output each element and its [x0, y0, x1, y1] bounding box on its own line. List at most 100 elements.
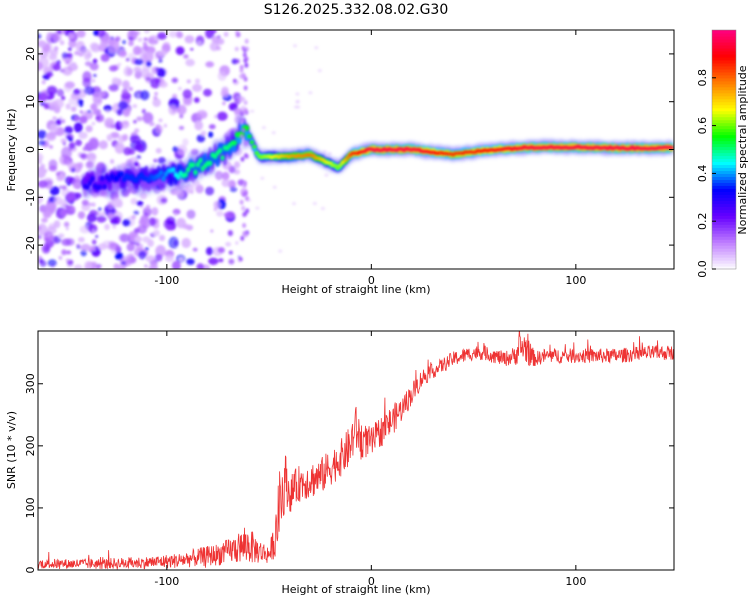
noise-blob — [106, 134, 113, 142]
noise-blob — [184, 183, 195, 193]
burst-blob — [241, 192, 246, 197]
noise-blob — [143, 37, 148, 41]
noise-blob — [128, 40, 134, 47]
colorbar-cell — [712, 152, 736, 157]
noise-blob — [131, 215, 136, 220]
noise-blob — [119, 233, 130, 243]
noise-blob — [122, 219, 131, 227]
noise-blob — [78, 131, 88, 140]
noise-blob — [61, 146, 72, 159]
noise-blob — [155, 147, 162, 154]
noise-blob — [142, 207, 152, 217]
ridge-mark — [85, 184, 90, 190]
noise-blob — [220, 90, 229, 98]
noise-blob — [159, 234, 166, 242]
noise-blob — [87, 52, 92, 58]
noise-blob — [154, 91, 158, 96]
noise-blob — [64, 81, 75, 89]
noise-blob — [91, 78, 96, 83]
ridge-mark — [343, 158, 348, 162]
noise-blob — [134, 128, 140, 133]
noise-blob — [292, 202, 296, 206]
noise-blob — [110, 159, 115, 164]
burst-blob — [240, 156, 245, 162]
noise-blob — [125, 57, 130, 62]
noise-blob — [91, 121, 96, 126]
colorbar-cell — [712, 143, 736, 148]
noise-blob — [293, 44, 297, 48]
noise-blob — [45, 201, 57, 213]
colorbar-cell — [712, 197, 736, 201]
noise-blob — [136, 155, 142, 160]
noise-blob — [38, 61, 43, 71]
noise-blob — [96, 215, 107, 223]
noise-blob — [41, 217, 48, 223]
noise-blob — [157, 32, 167, 40]
noise-blob — [99, 212, 106, 217]
noise-blob — [104, 117, 115, 129]
noise-blob — [93, 73, 97, 78]
noise-blob — [182, 89, 192, 99]
colorbar-ticks: 0.0 0.2 0.4 0.6 0.8 — [696, 69, 716, 278]
noise-blob — [178, 86, 182, 91]
y-tick-label: -10 — [24, 188, 37, 206]
colorbar-cell — [712, 194, 736, 198]
noise-blob — [221, 178, 230, 188]
noise-blob — [107, 45, 119, 54]
colorbar-cell — [712, 68, 736, 73]
noise-blob — [235, 58, 240, 64]
noise-blob — [116, 109, 124, 116]
noise-blob — [110, 217, 119, 225]
colorbar-cell — [712, 206, 736, 210]
noise-blob — [205, 247, 214, 256]
noise-blob — [166, 224, 173, 231]
noise-blob — [157, 50, 167, 58]
noise-blob — [195, 184, 204, 194]
noise-blob — [317, 69, 322, 73]
noise-blob — [151, 66, 159, 75]
noise-blob — [196, 263, 205, 269]
noise-blob — [98, 207, 102, 212]
colorbar-label: Normalized spectral amplitude — [736, 65, 749, 234]
ridge-mark — [176, 174, 181, 180]
noise-blob — [115, 245, 122, 253]
noise-blob — [197, 41, 202, 45]
noise-blob — [229, 186, 238, 193]
ridge-mark — [669, 146, 674, 150]
noise-blob — [163, 123, 167, 128]
noise-blob — [47, 131, 57, 139]
noise-blob — [210, 229, 214, 233]
colorbar-cell — [712, 176, 736, 180]
noise-blob — [115, 36, 121, 42]
noise-blob — [208, 257, 219, 265]
noise-blob — [38, 130, 47, 139]
noise-blob — [232, 78, 237, 83]
ridge-mark — [232, 140, 237, 146]
noise-blob — [65, 103, 71, 110]
noise-blob — [186, 209, 196, 219]
burst-blob — [242, 52, 247, 58]
noise-blob — [250, 109, 255, 113]
noise-blob — [71, 206, 76, 211]
noise-blob — [228, 250, 233, 255]
noise-blob — [71, 167, 76, 173]
noise-blob — [55, 118, 62, 126]
noise-blob — [176, 104, 187, 115]
noise-blob — [44, 237, 50, 242]
noise-blob — [126, 242, 135, 252]
noise-blob — [66, 52, 73, 59]
noise-blob — [60, 138, 67, 144]
colorbar-cell — [712, 107, 736, 112]
x-tick-label: 100 — [565, 274, 586, 287]
colorbar-cell — [712, 251, 736, 255]
noise-blob — [295, 92, 300, 96]
noise-blob — [38, 140, 46, 146]
colorbar-cell — [712, 260, 736, 264]
ridge-mark — [102, 184, 107, 190]
colorbar-tick-label: 0.6 — [696, 117, 709, 135]
x-tick-label: -100 — [154, 274, 179, 287]
noise-blob — [153, 158, 158, 163]
snr-background — [38, 331, 674, 570]
y-tick-label: 0 — [24, 146, 37, 153]
noise-blob — [153, 96, 158, 100]
